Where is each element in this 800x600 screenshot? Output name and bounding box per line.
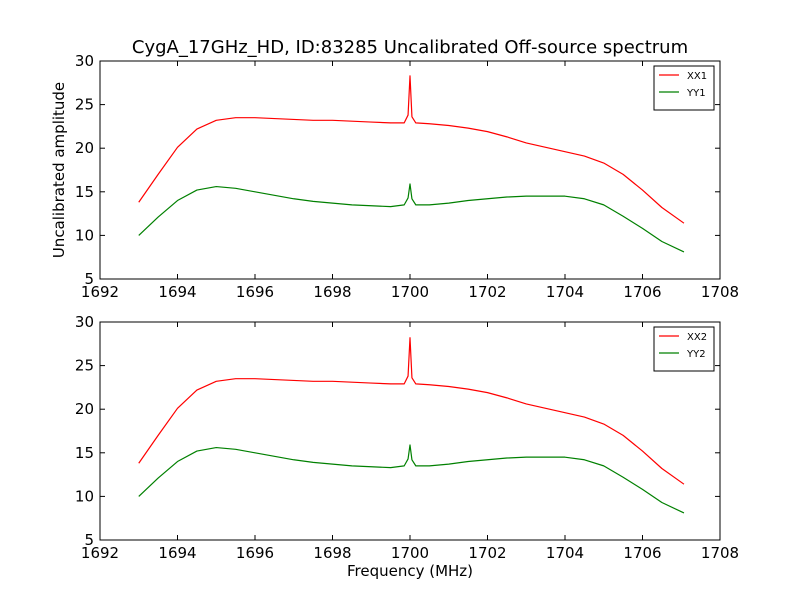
series-line-yy2 <box>138 444 685 514</box>
x-tick-label: 1700 <box>391 283 429 301</box>
y-tick-label: 30 <box>75 52 94 70</box>
y-tick-label: 15 <box>75 183 94 201</box>
plot-frame <box>99 321 721 541</box>
legend-label-xx2: XX2 <box>687 332 707 343</box>
top-plot: 1692 1694 1696 1698 1700 1702 1704 1706 1708 5 10 1… <box>50 52 739 301</box>
series-line-yy1 <box>138 183 685 253</box>
x-tick-label: 1706 <box>623 544 661 562</box>
plot-frame <box>99 60 721 280</box>
x-axis-label: Frequency (MHz) <box>347 562 473 580</box>
legend-label-yy2: YY2 <box>686 349 706 360</box>
y-tick-label: 15 <box>75 444 94 462</box>
x-tick-label: 1694 <box>158 544 196 562</box>
x-tick-label: 1692 <box>81 544 119 562</box>
x-tick-label: 1706 <box>623 283 661 301</box>
y-tick-label: 5 <box>84 270 94 288</box>
x-tick-label: 1692 <box>81 283 119 301</box>
x-tick-label: 1694 <box>158 283 196 301</box>
figure-title: CygA_17GHz_HD, ID:83285 Uncalibrated Off… <box>132 37 688 58</box>
y-tick-label: 20 <box>75 139 94 157</box>
x-tick-label: 1700 <box>391 544 429 562</box>
x-tick-label: 1708 <box>701 544 739 562</box>
legend: XX1 YY1 <box>653 65 715 111</box>
y-tick-label: 10 <box>75 487 94 505</box>
x-tick-label: 1698 <box>313 544 351 562</box>
x-tick-label: 1696 <box>236 283 274 301</box>
x-tick-label: 1708 <box>701 283 739 301</box>
x-tick-label: 1704 <box>546 544 584 562</box>
x-tick-label: 1702 <box>468 283 506 301</box>
y-tick-label: 5 <box>84 531 94 549</box>
y-tick-label: 10 <box>75 226 94 244</box>
legend-box <box>653 326 715 372</box>
legend-label-yy1: YY1 <box>686 88 706 99</box>
bottom-plot: 1692 1694 1696 1698 1700 1702 1704 1706 1708 5 10 1… <box>75 313 739 580</box>
series-line-xx1 <box>138 75 685 224</box>
x-tick-label: 1698 <box>313 283 351 301</box>
series-line-xx2 <box>138 337 685 485</box>
y-axis-label: Uncalibrated amplitude <box>50 82 68 258</box>
x-tick-label: 1702 <box>468 544 506 562</box>
x-tick-label: 1696 <box>236 544 274 562</box>
y-tick-label: 25 <box>75 96 94 114</box>
legend-label-xx1: XX1 <box>687 71 707 82</box>
x-tick-label: 1704 <box>546 283 584 301</box>
y-tick-label: 20 <box>75 400 94 418</box>
legend: XX2 YY2 <box>653 326 715 372</box>
legend-box <box>653 65 715 111</box>
y-tick-label: 30 <box>75 313 94 331</box>
y-tick-label: 25 <box>75 357 94 375</box>
